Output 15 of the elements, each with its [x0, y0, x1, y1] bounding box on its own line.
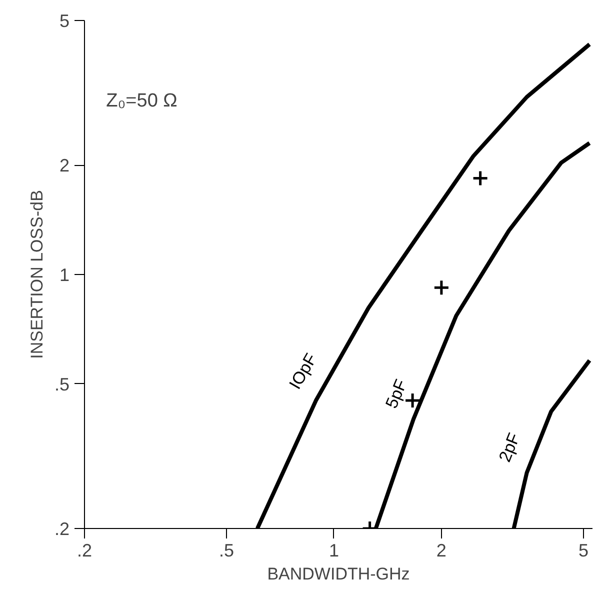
- x-tick-label: 5: [578, 540, 588, 560]
- x-tick-label: 2: [436, 540, 446, 560]
- y-tick-label: 1: [59, 265, 70, 285]
- y-tick-label: 2: [59, 156, 70, 176]
- y-tick-label: .5: [54, 374, 70, 394]
- annotation: Z₀=50 Ω: [106, 90, 178, 112]
- y-tick-label: .2: [54, 519, 70, 539]
- y-axis-title: INSERTION LOSS-dB: [27, 190, 46, 359]
- x-tick-label: 1: [328, 540, 339, 560]
- x-tick-label: .2: [76, 540, 92, 560]
- text: 5pF: [382, 376, 411, 412]
- y-tick-label: 5: [59, 11, 70, 31]
- x-axis-title: BANDWIDTH-GHz: [267, 564, 410, 584]
- x-tick-label: .5: [219, 540, 234, 560]
- text: 2pF: [495, 430, 524, 465]
